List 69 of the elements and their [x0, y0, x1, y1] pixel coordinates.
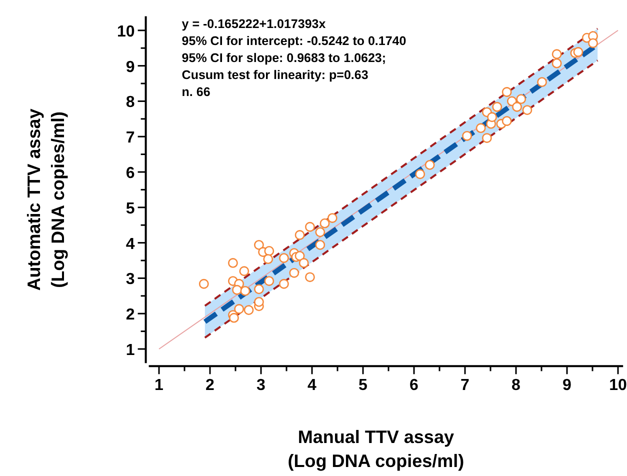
annotation: Cusum test for linearity: p=0.63: [182, 68, 368, 82]
point: [516, 94, 526, 104]
point: [240, 286, 250, 296]
y-tick-label: 7: [126, 130, 135, 147]
point: [502, 87, 512, 97]
y-tick-label: 9: [126, 58, 135, 76]
y-tick-label: 5: [126, 200, 135, 218]
point: [305, 222, 315, 232]
point: [552, 49, 562, 60]
point: [279, 253, 289, 263]
point: [588, 38, 598, 48]
point: [254, 296, 264, 307]
point: [487, 112, 497, 122]
point: [482, 133, 492, 143]
x-axis-title: Manual TTV assay (Log DNA copies/ml): [288, 427, 464, 471]
point: [228, 258, 238, 268]
point: [424, 160, 435, 170]
point: [327, 213, 338, 223]
x-tick-label: 7: [460, 377, 470, 394]
point: [320, 218, 330, 228]
point: [502, 116, 512, 126]
point: [522, 105, 532, 115]
annotation: y = -0.165222+1.017393x: [182, 17, 326, 32]
point: [232, 284, 242, 295]
point: [229, 312, 239, 323]
point: [294, 230, 305, 240]
point: [294, 250, 305, 261]
point: [415, 169, 426, 180]
point: [298, 258, 309, 268]
point: [476, 123, 486, 134]
x-tick-label: 4: [308, 377, 317, 394]
annotation: 95% CI for intercept: -0.5242 to 0.1740: [182, 34, 406, 48]
y-tick-label: 2: [126, 306, 135, 324]
y-tick-label: 8: [126, 94, 135, 112]
point: [239, 266, 250, 276]
point: [512, 102, 522, 112]
point: [264, 246, 274, 256]
point: [492, 102, 502, 112]
x-tick-label: 3: [256, 377, 266, 394]
x-tick-label: 9: [562, 377, 572, 394]
point: [244, 305, 254, 316]
point: [198, 278, 209, 289]
y-tick-label: 1: [126, 342, 135, 359]
point: [315, 227, 326, 238]
x-tick-label: 10: [609, 377, 627, 394]
x-tick-label: 1: [154, 377, 164, 394]
point: [462, 130, 472, 141]
y-axis-title: Automatic TTV assay (Log DNA copies/ml): [24, 108, 68, 291]
y-tick-label: 6: [126, 165, 135, 182]
y-tick-label: 3: [126, 271, 135, 288]
point: [537, 77, 547, 88]
x-tick-label: 8: [512, 377, 521, 394]
point: [305, 272, 315, 282]
point: [573, 47, 584, 57]
point: [264, 276, 274, 286]
point: [279, 278, 289, 289]
point: [234, 304, 244, 314]
x-tick-label: 2: [206, 377, 215, 394]
annotation: n. 66: [182, 85, 210, 100]
point: [289, 268, 300, 278]
point: [263, 254, 274, 264]
point: [552, 58, 562, 68]
point: [315, 240, 326, 250]
y-tick-label: 4: [126, 236, 135, 253]
x-tick-label: 6: [410, 377, 419, 394]
point: [254, 284, 264, 294]
y-tick-label: 10: [117, 23, 135, 40]
annotation: 95% CI for slope: 0.9683 to 1.0623;: [182, 51, 386, 66]
x-tick-label: 5: [358, 377, 368, 394]
